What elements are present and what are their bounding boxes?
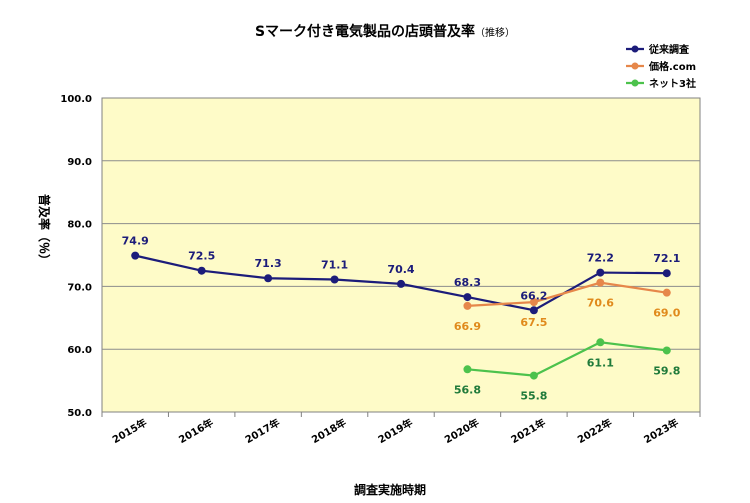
data-point: [330, 275, 339, 284]
x-tick-label: 2020年: [442, 416, 481, 446]
plot-area: [101, 97, 701, 413]
y-tick-label: 90.0: [67, 157, 92, 168]
legend-label: 価格.com: [648, 60, 696, 73]
data-point: [463, 301, 472, 310]
data-point: [529, 298, 538, 307]
data-point: [529, 306, 538, 315]
x-tick-label: 2017年: [243, 416, 282, 446]
data-label: 72.2: [587, 252, 614, 265]
legend-marker: [631, 62, 639, 70]
data-point: [529, 371, 538, 380]
data-label: 61.1: [587, 356, 614, 369]
data-point: [662, 346, 671, 355]
data-point: [131, 251, 140, 260]
x-tick-label: 2019年: [376, 416, 415, 446]
data-label: 66.9: [454, 320, 481, 333]
legend-label: 従来調査: [648, 43, 690, 56]
data-label: 72.5: [188, 250, 215, 263]
data-point: [596, 278, 605, 287]
series-line-2: [467, 281, 667, 307]
data-label: 59.8: [653, 364, 680, 377]
data-point: [264, 274, 273, 283]
data-label: 71.1: [321, 258, 348, 271]
y-tick-label: 50.0: [67, 408, 92, 419]
data-label: 56.8: [454, 383, 481, 396]
legend-marker: [631, 45, 639, 53]
x-axis-label: 調査実施時期: [354, 482, 426, 497]
data-point: [596, 338, 605, 347]
y-tick-label: 70.0: [67, 282, 92, 293]
y-tick-label: 80.0: [67, 220, 92, 231]
data-label: 74.9: [122, 235, 149, 248]
y-tick-label: 100.0: [60, 94, 92, 105]
data-point: [463, 293, 472, 302]
x-tick-label: 2015年: [110, 416, 149, 446]
x-tick-label: 2021年: [509, 416, 548, 446]
data-label: 69.0: [653, 307, 680, 320]
series-line-3: [467, 341, 667, 377]
data-label: 71.3: [255, 257, 282, 270]
x-tick-label: 2023年: [641, 416, 680, 446]
legend-marker: [631, 79, 639, 87]
legend-label: ネット3社: [649, 77, 696, 90]
chart-title: Sマーク付き電気製品の店頭普及率（推移）: [255, 23, 515, 40]
data-label: 55.8: [520, 390, 547, 403]
data-point: [662, 269, 671, 278]
x-tick-label: 2022年: [575, 416, 614, 446]
data-point: [197, 266, 206, 275]
x-tick-label: 2018年: [309, 416, 348, 446]
data-point: [463, 365, 472, 374]
x-tick-label: 2016年: [176, 416, 215, 446]
data-point: [596, 268, 605, 277]
y-tick-label: 60.0: [67, 345, 92, 356]
y-axis-label: 普及率（％）: [37, 194, 52, 266]
data-point: [662, 288, 671, 297]
data-label: 72.1: [653, 252, 680, 265]
data-point: [397, 279, 405, 288]
data-label: 70.6: [587, 297, 614, 310]
data-label: 68.3: [454, 276, 481, 289]
data-label: 70.4: [387, 263, 414, 276]
data-label: 67.5: [520, 316, 547, 329]
data-label: 66.2: [520, 289, 547, 302]
